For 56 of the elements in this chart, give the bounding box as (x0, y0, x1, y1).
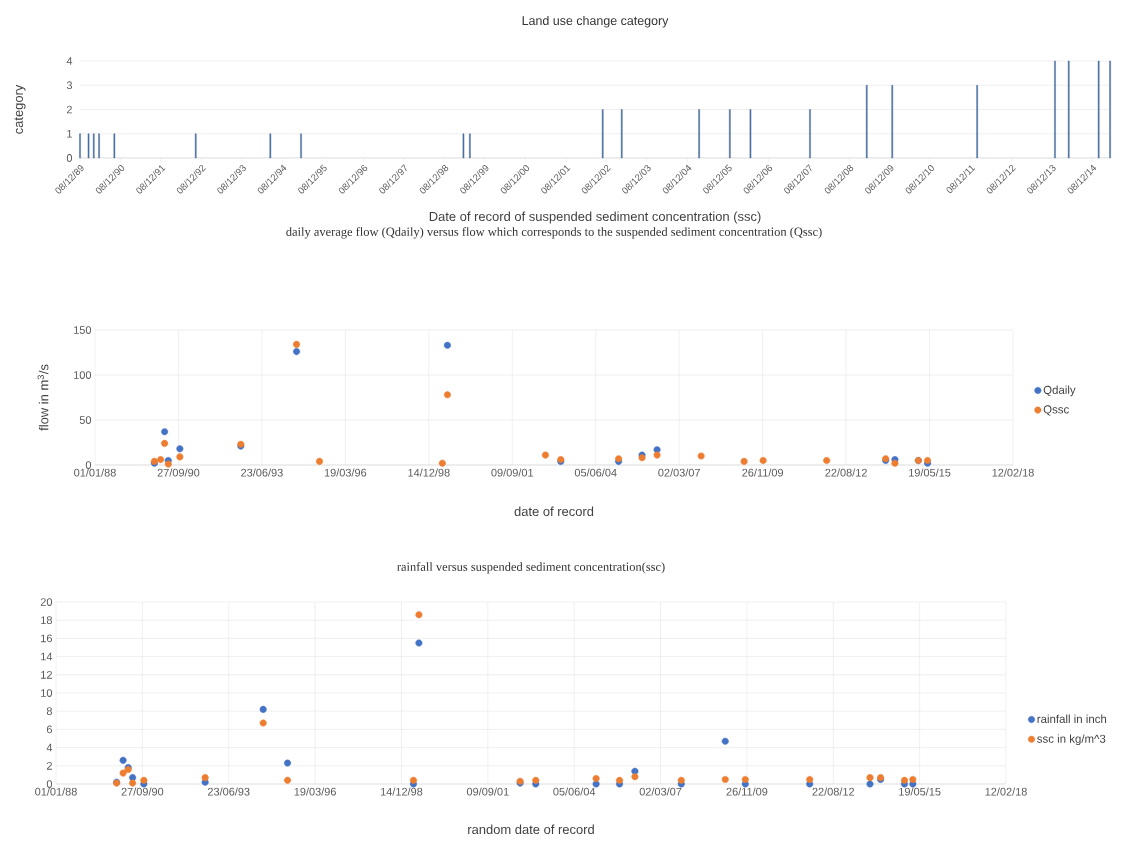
y-tick-label: 50 (79, 416, 92, 424)
y-tick-label: 6 (46, 725, 52, 734)
y-tick-label: 1 (67, 129, 72, 138)
chart-title: daily average flow (Qdaily) versus flow which corresponds to the suspended sediment concentration (Qssc) (286, 227, 822, 239)
x-tick-label: 09/09/01 (491, 468, 534, 477)
y-axis-title: category (14, 84, 26, 134)
y-tick-label: 12 (41, 670, 52, 679)
x-tick-label: 26/11/09 (726, 787, 768, 796)
x-tick-label: 27/09/90 (121, 787, 164, 796)
x-axis-title: Date of record of suspended sediment concentration (ssc) (429, 211, 761, 224)
x-tick-label: 02/03/07 (639, 787, 682, 796)
x-tick-label: 12/02/18 (992, 468, 1034, 477)
chart-title: Land use change category (522, 15, 669, 28)
y-tick-label: 8 (46, 707, 52, 716)
y-tick-label: 18 (41, 616, 52, 625)
x-tick-label: 05/06/04 (553, 787, 596, 796)
y-tick-label: 150 (74, 326, 92, 334)
y-tick-label: 4 (66, 57, 73, 65)
x-tick-label: 23/06/93 (241, 468, 283, 477)
y-tick-label: 14 (41, 652, 53, 661)
y-tick-label: 2 (46, 761, 52, 770)
x-tick-label: 22/08/12 (825, 468, 867, 477)
legend-label: rainfall in inch (1037, 714, 1107, 724)
legend-label: Qdaily (1043, 385, 1076, 397)
y-tick-label: 4 (46, 743, 53, 752)
chart-title: rainfall versus suspended sediment concentration(ssc) (397, 562, 665, 574)
x-tick-label: 01/01/88 (74, 468, 116, 477)
x-tick-label: 23/06/93 (207, 787, 250, 796)
y-tick-label: 0 (46, 780, 53, 788)
x-axis-title: random date of record (468, 824, 594, 835)
x-axis-title: date of record (514, 506, 594, 517)
y-axis-title: flow in m$^{3}$/s (37, 364, 49, 431)
y-tick-label: 100 (74, 371, 92, 379)
x-tick-label: 19/05/15 (909, 468, 951, 477)
x-tick-label: 27/09/90 (157, 468, 200, 477)
legend-label: ssc in kg/m^3 (1037, 734, 1106, 746)
y-tick-label: 3 (66, 81, 72, 90)
x-tick-label: 19/03/96 (294, 787, 336, 796)
y-tick-label: 16 (41, 634, 52, 643)
legend-label: Qssc (1043, 405, 1069, 416)
x-tick-label: 01/01/88 (35, 787, 77, 796)
x-tick-label: 14/12/98 (408, 468, 450, 477)
x-tick-label: 19/03/96 (324, 468, 367, 477)
y-tick-label: 20 (40, 598, 53, 606)
x-tick-label: 09/09/01 (466, 787, 509, 796)
x-tick-label: 02/03/07 (658, 468, 700, 477)
x-tick-label: 12/02/18 (985, 787, 1027, 796)
x-tick-label: 26/11/09 (742, 468, 784, 477)
x-tick-label: 19/05/15 (899, 787, 941, 796)
y-tick-label: 2 (66, 105, 72, 114)
x-tick-label: 22/08/12 (812, 787, 855, 796)
y-tick-label: 0 (66, 154, 73, 162)
x-tick-label: 14/12/98 (380, 787, 423, 796)
x-tick-label: 05/06/04 (574, 468, 617, 477)
y-tick-label: 10 (41, 689, 53, 697)
y-tick-label: 0 (85, 461, 92, 469)
